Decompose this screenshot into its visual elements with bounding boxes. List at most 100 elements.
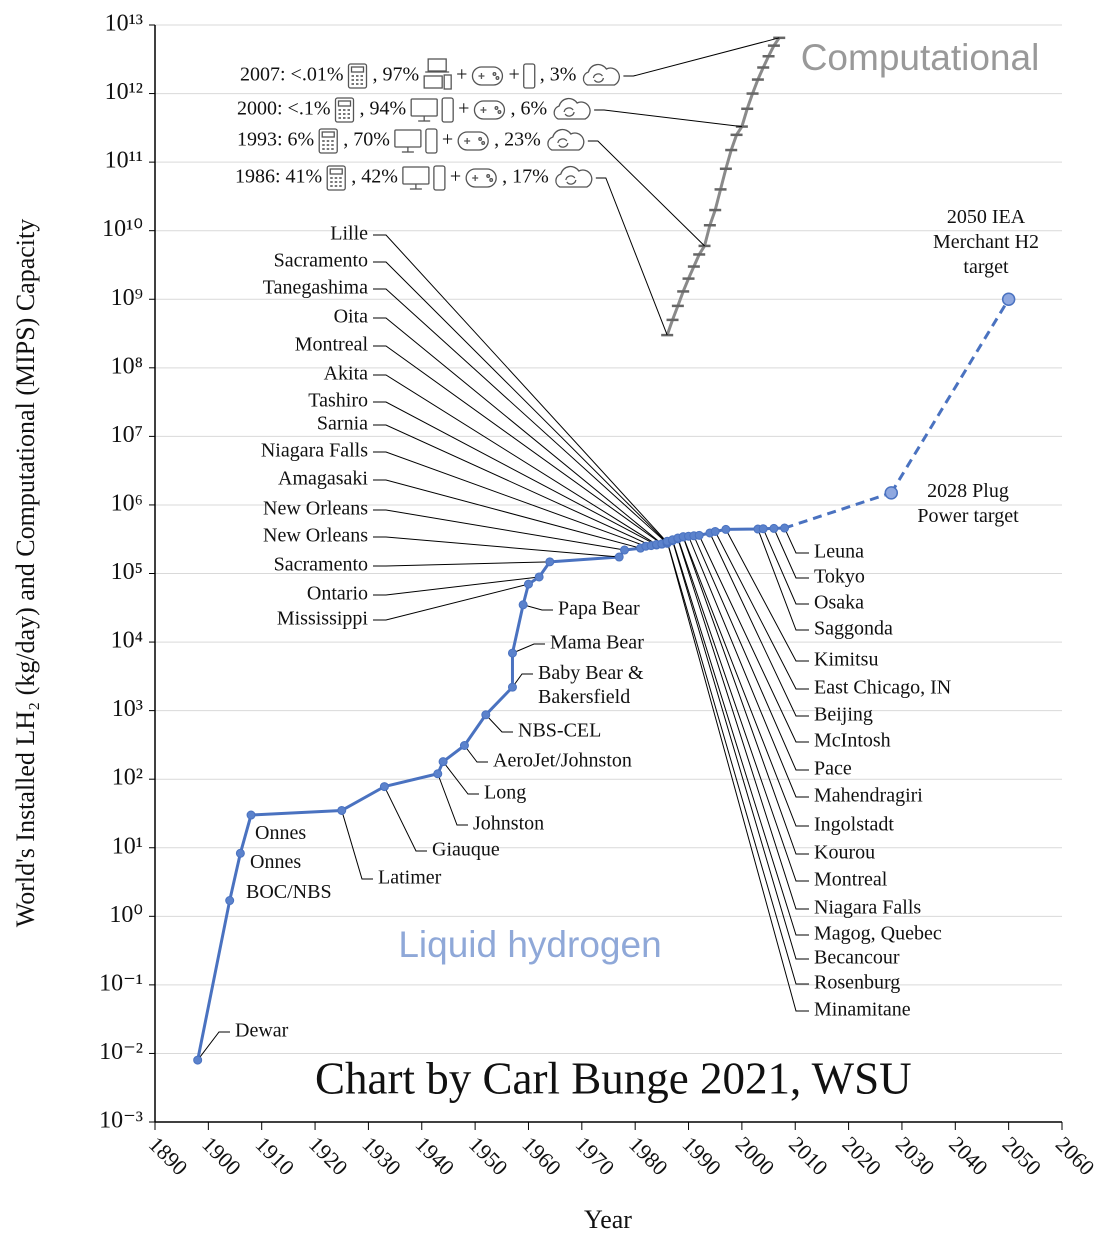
lh2-point [225,896,235,906]
leader-line [757,528,809,631]
note-text: 1993: 6% [237,129,314,151]
x-tick-label: 1910 [251,1131,300,1180]
icon-calculator [326,140,330,142]
icon-calculator [338,117,341,119]
y-tick-label: 10¹¹ [105,148,143,174]
point-label-line: Onnes [255,822,306,844]
icon-cloud [557,138,569,148]
icon-calculator [330,185,333,187]
point-label: Minamitane [814,999,911,1021]
lh2-point [193,1055,203,1065]
leader-line [373,536,620,558]
leader-line [373,424,652,547]
y-tick-label: 10⁴ [111,628,143,654]
icon-calculator [331,148,334,150]
point-label: Sarnia [317,413,368,435]
y-tick-label: 10¹ [112,833,143,859]
leader-line [373,561,550,567]
point-label: BOC/NBS [246,881,332,903]
point-label: Dewar [235,1020,289,1042]
y-tick-label: 10⁷ [111,422,143,448]
icon-calculator [334,181,338,183]
x-tick-label: 1960 [517,1131,566,1180]
lh2-point [379,782,389,792]
note-text: + [508,64,519,86]
icon-computer [402,166,430,185]
x-tick-label: 2040 [944,1131,993,1180]
icon-calculator [322,148,325,150]
icon-gamepad [480,107,487,113]
leader-line [373,583,529,621]
leader-line [693,535,809,771]
leader-line [698,535,809,743]
icon-gamepad [492,72,497,76]
point-label-line: Baby Bear & [538,662,644,684]
icon-calculator [347,113,350,115]
point-label: Akita [324,363,369,385]
x-tick-label: 2000 [731,1131,780,1180]
credit: Chart by Carl Bunge 2021, WSU [315,1053,912,1103]
point-label: NBS-CEL [518,720,601,742]
point-label: Sacramento [274,250,368,272]
icon-calculator [339,177,342,179]
icon-calculator [322,140,325,142]
note-text: , 6% [510,98,547,120]
note-text: , 23% [494,129,541,151]
point-label: East Chicago, IN [814,677,951,699]
point-label: Ingolstadt [814,814,894,836]
point-label: 2028 Plug Power target [917,480,1019,527]
x-tick-label: 1930 [357,1131,406,1180]
point-label: New Orleans [263,498,368,520]
icon-calculator [334,97,355,123]
icon-gamepad [486,174,491,178]
lh2-point [545,557,555,567]
point-label: Mahendragiri [814,785,923,807]
icon-gamepad [481,141,486,145]
x-tick-label: 2020 [837,1131,886,1180]
y-axis-label: World's Installed LH₂ (kg/day) and Compu… [11,219,40,927]
computational-line [665,36,781,336]
y-tick-label: 10¹⁰ [102,216,143,242]
icon-calculator [356,83,359,85]
icon-calculator [347,109,350,111]
leader-line [373,479,641,549]
point-label: 2050 IEA Merchant H2 target [933,206,1039,278]
projection-link [784,491,892,530]
icon-gamepad [457,131,489,151]
leader-line [437,773,468,826]
point-label: McIntosh [814,730,891,752]
lh2-point [769,523,779,533]
icon-phone [433,165,446,191]
icon-gamepad [473,100,506,120]
point-label: Amagasaki [278,468,368,490]
point-label: Montreal [814,869,888,891]
point-label: Sacramento [274,554,368,576]
y-tick-label: 10¹² [105,79,143,105]
point-label: Tashiro [308,390,368,412]
leader-line [682,536,809,827]
icon-computer [443,74,452,90]
note-text: , 3% [540,64,577,86]
icon-calculator [334,177,338,179]
leader-line [672,540,809,960]
point-label: Tokyo [814,566,865,588]
icon-calculator [329,168,343,175]
leader-line [373,317,663,545]
x-tick-label: 2010 [784,1131,833,1180]
icon-calculator [347,117,350,119]
x-tick-label: 1920 [304,1131,353,1180]
leader-line [341,810,373,880]
lh2-point [246,810,256,820]
point-label: Mississippi [277,608,369,630]
icon-calculator [326,148,330,150]
point-label: Johnston [473,813,544,835]
icon-calculator [351,83,354,85]
icon-laptop [427,58,447,72]
y-tick-label: 10⁵ [111,559,143,585]
point-label: Becancour [814,947,900,969]
point-label: Onnes [250,851,301,873]
icon-cloud [553,97,591,120]
lh2-point [780,523,790,533]
icon-calculator [339,185,342,187]
lh2-point [507,648,517,658]
